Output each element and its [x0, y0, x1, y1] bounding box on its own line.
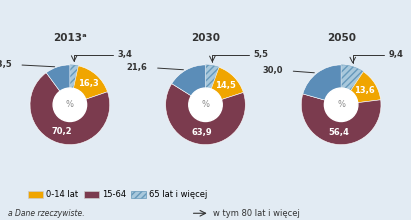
- Title: 2030: 2030: [191, 33, 220, 43]
- Wedge shape: [206, 67, 243, 105]
- Text: %: %: [201, 100, 210, 109]
- Text: %: %: [337, 100, 345, 109]
- Text: 14,5: 14,5: [215, 81, 236, 90]
- Wedge shape: [341, 65, 363, 105]
- Text: 13,6: 13,6: [355, 86, 375, 95]
- Wedge shape: [341, 72, 381, 105]
- Text: 3,4: 3,4: [118, 50, 133, 59]
- Text: a Dane rzeczywiste.: a Dane rzeczywiste.: [8, 209, 85, 218]
- Wedge shape: [301, 94, 381, 145]
- Text: 56,4: 56,4: [328, 128, 349, 137]
- Text: 9,4: 9,4: [389, 50, 404, 59]
- Circle shape: [53, 88, 87, 121]
- Text: %: %: [66, 100, 74, 109]
- Wedge shape: [303, 65, 341, 105]
- Text: 13,5: 13,5: [0, 61, 12, 70]
- Wedge shape: [70, 65, 79, 105]
- Wedge shape: [70, 66, 108, 105]
- Text: 21,6: 21,6: [127, 63, 148, 72]
- Text: 16,3: 16,3: [78, 79, 99, 88]
- Circle shape: [189, 88, 222, 121]
- Circle shape: [324, 88, 358, 121]
- Wedge shape: [30, 73, 110, 145]
- Title: 2013ᵃ: 2013ᵃ: [53, 33, 87, 43]
- Text: 63,9: 63,9: [192, 128, 212, 137]
- Text: 70,2: 70,2: [51, 127, 72, 136]
- Title: 2050: 2050: [327, 33, 356, 43]
- Wedge shape: [172, 65, 206, 105]
- Wedge shape: [46, 65, 70, 105]
- Legend: 0-14 lat, 15-64, 65 lat i więcej: 0-14 lat, 15-64, 65 lat i więcej: [25, 187, 211, 202]
- Text: 5,5: 5,5: [253, 50, 268, 59]
- Text: w tym 80 lat i więcej: w tym 80 lat i więcej: [213, 209, 300, 218]
- Wedge shape: [206, 65, 219, 105]
- Wedge shape: [166, 84, 245, 145]
- Text: 30,0: 30,0: [263, 66, 283, 75]
